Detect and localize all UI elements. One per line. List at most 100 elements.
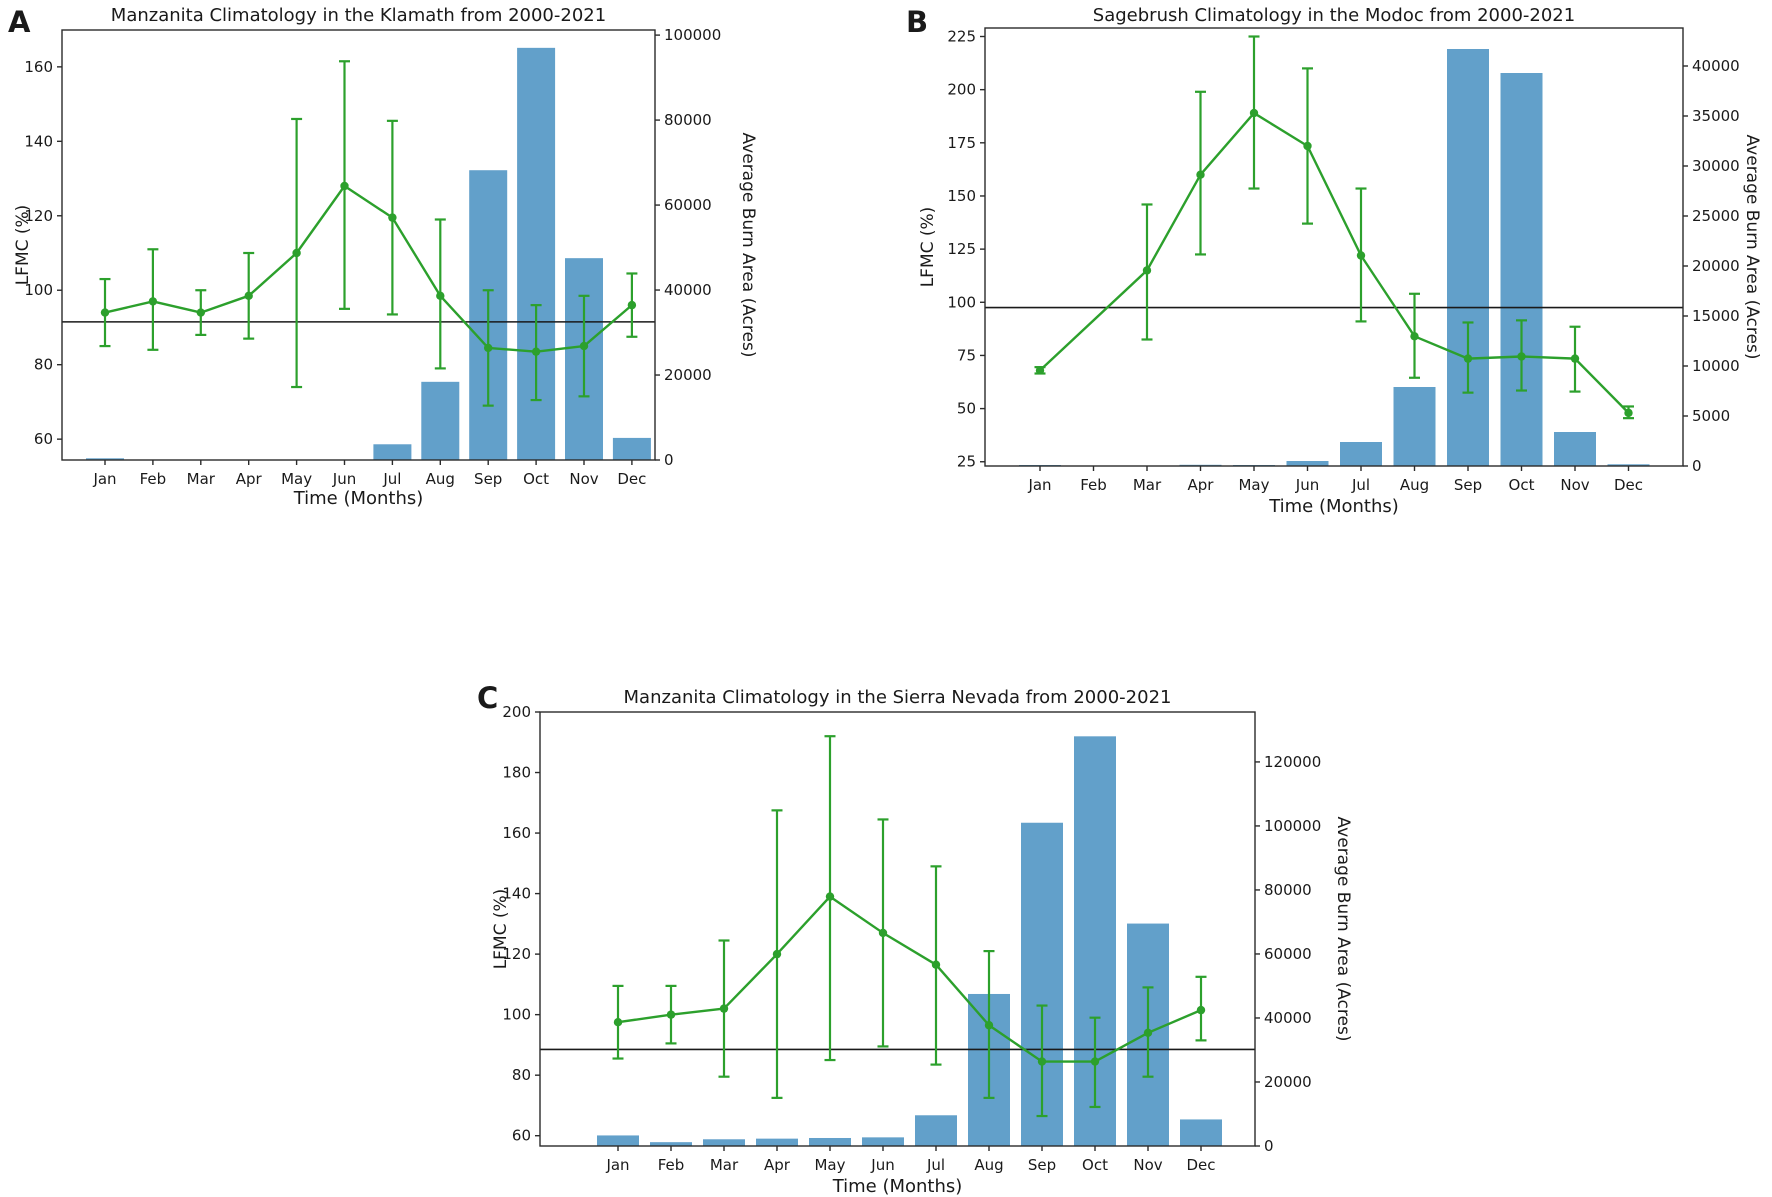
ytick-left-label: 80 <box>34 356 53 374</box>
yaxis-left-ticks: 25 50 75 100 125 150 175 200 225 <box>947 28 985 471</box>
lfmc-marker-sep <box>484 343 493 353</box>
bar-mar <box>703 1139 745 1146</box>
ytick-right-label: 60000 <box>664 196 712 214</box>
lfmc-marker-apr <box>244 291 253 301</box>
ytick-left-label: 50 <box>957 400 976 418</box>
lfmc-errorbars <box>612 735 1207 1118</box>
chart-b-xlabel: Time (Months) <box>1269 496 1399 517</box>
chart-a-ylabel-right: Average Burn Area (Acres) <box>738 132 758 358</box>
bar-jan <box>597 1135 639 1146</box>
xtick-label-mar: Mar <box>710 1156 739 1174</box>
lfmc-marker-sep <box>1037 1057 1047 1066</box>
lfmc-marker-mar <box>196 308 205 317</box>
xtick-label-oct: Oct <box>523 470 549 488</box>
lfmc-marker-nov <box>1143 1028 1153 1038</box>
ytick-right-label: 20000 <box>1692 257 1740 275</box>
xtick-label-mar: Mar <box>1133 476 1162 494</box>
chart-b-ylabel-right: Average Burn Area (Acres) <box>1742 134 1762 360</box>
xtick-label-nov: Nov <box>1560 476 1589 494</box>
bar-dec <box>1607 464 1650 466</box>
chart-a: 60 80 100 120 140 160 0 20000 40000 60000 80000 100… <box>24 26 721 488</box>
ytick-left-label: 25 <box>957 453 976 471</box>
ytick-right-label: 10000 <box>1692 357 1740 375</box>
ytick-left-label: 100 <box>502 1006 531 1024</box>
lfmc-marker-may <box>825 892 835 901</box>
chart-a-xlabel: Time (Months) <box>293 488 424 509</box>
chart-c: 60 80 100 120 140 160 180 200 0 20000 40000 60000 80… <box>502 703 1321 1174</box>
ytick-left-label: 60 <box>34 430 53 448</box>
axes-spines <box>984 27 1684 467</box>
ytick-right-label: 100000 <box>1264 817 1321 835</box>
ytick-right-label: 0 <box>664 451 674 469</box>
ytick-right-label: 80000 <box>664 111 712 129</box>
ytick-left-label: 125 <box>947 240 976 258</box>
ytick-left-label: 75 <box>957 346 976 364</box>
ytick-right-label: 40000 <box>1692 57 1740 75</box>
lfmc-marker-mar <box>719 1004 729 1013</box>
bar-jan <box>86 458 124 460</box>
xtick-label-jan: Jan <box>605 1156 629 1174</box>
lfmc-line <box>617 895 1202 1063</box>
lfmc-marker-mar <box>1142 266 1152 275</box>
chart-c-ylabel-right: Average Burn Area (Acres) <box>1333 816 1353 1042</box>
yaxis-left-ticks: 60 80 100 120 140 160 <box>24 58 62 448</box>
ytick-left-label: 200 <box>947 81 976 99</box>
lfmc-marker-aug <box>984 1021 994 1030</box>
bar-apr <box>756 1138 798 1146</box>
xtick-label-sep: Sep <box>1028 1156 1056 1174</box>
ytick-right-label: 30000 <box>1692 157 1740 175</box>
ytick-right-label: 40000 <box>1264 1009 1312 1027</box>
lfmc-marker-jan <box>1035 366 1045 375</box>
lfmc-marker-may <box>1249 108 1259 118</box>
ytick-left-label: 225 <box>947 28 976 46</box>
xtick-label-apr: Apr <box>1188 476 1215 494</box>
ytick-right-label: 80000 <box>1264 881 1312 899</box>
chart-a-ylabel-left: LFMC (%) <box>13 204 33 286</box>
xtick-label-sep: Sep <box>474 470 502 488</box>
xaxis-ticks: Jan Feb Mar Apr May Jun Jul Aug Sep Oct Nov Dec <box>1027 466 1643 494</box>
xtick-label-jul: Jul <box>1351 476 1370 494</box>
ytick-left-label: 80 <box>512 1066 531 1084</box>
xtick-label-feb: Feb <box>140 470 167 488</box>
chart-c-ylabel-left: LFMC (%) <box>491 888 511 970</box>
yaxis-right-ticks: 0 5000 10000 15000 20000 25000 30000 35000 40000 <box>1683 57 1740 475</box>
xtick-label-jul: Jul <box>382 470 401 488</box>
yaxis-right-ticks: 0 20000 40000 60000 80000 100000 120000 <box>1255 753 1321 1155</box>
ytick-left-label: 100 <box>24 281 53 299</box>
ytick-left-label: 60 <box>512 1127 531 1145</box>
lfmc-marker-jun <box>878 928 888 938</box>
lfmc-marker-jun <box>340 181 349 191</box>
xtick-label-mar: Mar <box>187 470 216 488</box>
lfmc-errorbars <box>99 60 638 407</box>
bar-jun <box>862 1137 904 1146</box>
ytick-right-label: 100000 <box>664 26 721 44</box>
xtick-label-apr: Apr <box>236 470 263 488</box>
xtick-label-aug: Aug <box>974 1156 1003 1174</box>
xtick-label-may: May <box>814 1156 845 1174</box>
ytick-right-label: 20000 <box>664 366 712 384</box>
ytick-left-label: 140 <box>502 885 531 903</box>
chart-c-xlabel: Time (Months) <box>832 1176 963 1197</box>
xtick-label-feb: Feb <box>658 1156 685 1174</box>
chart-b-title: Sagebrush Climatology in the Modoc from … <box>1092 5 1576 26</box>
lfmc-marker-jul <box>931 960 941 969</box>
lfmc-marker-dec <box>1624 408 1633 418</box>
chart-a-title: Manzanita Climatology in the Klamath fro… <box>110 5 607 26</box>
ytick-left-label: 180 <box>502 764 531 782</box>
lfmc-marker-oct <box>531 347 541 356</box>
panel-label-c: C <box>477 681 499 715</box>
xtick-label-oct: Oct <box>1509 476 1535 494</box>
bar-sep <box>1447 49 1489 466</box>
xtick-label-feb: Feb <box>1080 476 1107 494</box>
bar-oct <box>1500 73 1543 466</box>
xtick-label-oct: Oct <box>1082 1156 1108 1174</box>
ytick-left-label: 200 <box>502 703 531 721</box>
lfmc-marker-apr <box>772 949 782 959</box>
ytick-left-label: 175 <box>947 134 976 152</box>
ytick-left-label: 100 <box>947 293 976 311</box>
burn-area-bars <box>1019 49 1650 467</box>
lfmc-marker-nov <box>1570 354 1580 363</box>
xtick-label-may: May <box>281 470 312 488</box>
